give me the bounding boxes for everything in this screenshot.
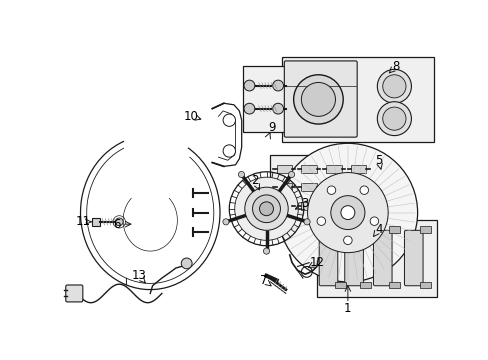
Text: 9: 9 (267, 121, 275, 134)
Bar (388, 226, 399, 233)
Text: 5: 5 (374, 154, 382, 167)
Circle shape (369, 217, 378, 225)
Text: 8: 8 (391, 60, 399, 73)
Circle shape (272, 103, 283, 114)
Bar (350, 165, 366, 172)
FancyBboxPatch shape (404, 230, 422, 286)
FancyBboxPatch shape (66, 285, 82, 302)
Bar (360, 226, 370, 233)
Circle shape (259, 202, 273, 216)
Bar (301, 202, 316, 210)
Text: 6: 6 (113, 218, 121, 231)
Bar (334, 282, 345, 288)
Circle shape (288, 171, 294, 177)
Circle shape (377, 69, 410, 103)
Bar (92, 218, 100, 226)
Circle shape (340, 206, 354, 220)
Circle shape (307, 172, 387, 253)
Circle shape (223, 114, 235, 126)
Text: 4: 4 (374, 223, 382, 236)
Circle shape (272, 80, 283, 91)
Circle shape (382, 107, 405, 130)
Circle shape (238, 171, 244, 177)
Bar (282, 57, 433, 142)
Text: 13: 13 (131, 269, 146, 282)
Circle shape (244, 80, 254, 91)
FancyBboxPatch shape (284, 61, 356, 137)
Circle shape (278, 143, 417, 282)
Bar (301, 183, 316, 191)
Bar (276, 165, 291, 172)
Text: 11: 11 (75, 215, 90, 228)
Bar (419, 282, 430, 288)
Bar (276, 183, 291, 191)
Circle shape (223, 145, 235, 157)
Text: 12: 12 (309, 256, 324, 269)
Circle shape (316, 217, 325, 225)
Circle shape (115, 218, 123, 226)
Circle shape (304, 219, 309, 225)
Circle shape (293, 75, 343, 124)
Bar (419, 226, 430, 233)
Bar (270, 155, 382, 216)
Bar (301, 165, 316, 172)
Bar (350, 183, 366, 191)
Bar (350, 202, 366, 210)
Bar (325, 202, 341, 210)
Circle shape (263, 248, 269, 254)
Circle shape (234, 177, 298, 240)
Bar (325, 165, 341, 172)
Bar (360, 282, 370, 288)
Circle shape (343, 236, 351, 244)
Text: 3: 3 (301, 197, 308, 210)
FancyBboxPatch shape (373, 230, 391, 286)
Circle shape (181, 258, 192, 269)
Bar (388, 282, 399, 288)
Circle shape (377, 102, 410, 136)
Circle shape (244, 187, 287, 230)
Text: 1: 1 (344, 302, 351, 315)
Circle shape (244, 103, 254, 114)
Circle shape (301, 82, 335, 116)
Circle shape (326, 186, 335, 194)
Bar (243, 66, 293, 132)
Circle shape (252, 195, 280, 222)
Circle shape (382, 75, 405, 98)
Bar (276, 202, 291, 210)
FancyBboxPatch shape (319, 230, 337, 286)
FancyBboxPatch shape (344, 230, 363, 286)
Text: 10: 10 (183, 110, 198, 123)
Circle shape (359, 186, 368, 194)
Bar (325, 183, 341, 191)
Bar (316, 220, 436, 297)
Text: 2: 2 (251, 174, 258, 187)
Circle shape (223, 219, 228, 225)
Text: 7: 7 (260, 274, 267, 287)
Circle shape (330, 195, 364, 230)
Bar (334, 226, 345, 233)
